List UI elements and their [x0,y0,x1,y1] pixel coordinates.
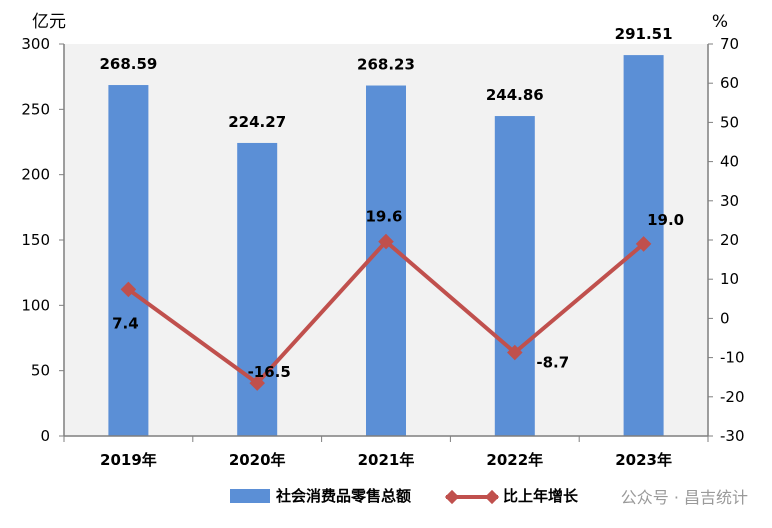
bar-value-label: 244.86 [486,86,544,104]
line-value-label: 19.6 [365,208,402,226]
bar-1 [237,142,278,437]
x-tick-label: 2020年 [229,451,286,469]
y-right-tick-label: 0 [720,309,730,327]
line-value-label: 7.4 [112,314,139,332]
bar-0 [108,85,149,437]
y-right-tick-label: 60 [720,74,739,92]
data-labels: 268.59 224.27 268.23 244.86 291.51 7.4 -16.5 19… [99,25,684,381]
line-point-2 [378,233,394,250]
x-tick-label: 2021年 [358,451,415,469]
line-value-label: -8.7 [536,354,569,372]
y-left-tick-label: 50 [31,362,50,380]
legend: 社会消费品零售总额 比上年增长 [230,487,579,505]
bar-value-label: 268.59 [99,55,157,73]
bar-3 [494,116,535,437]
legend-label-bar: 社会消费品零售总额 [275,487,411,505]
legend-swatch-bar [230,489,270,503]
bar-value-label: 268.23 [357,56,415,74]
legend-marker [444,489,460,505]
bar-2 [366,85,406,436]
y-left-unit-label: 亿元 [32,12,66,32]
axes: 0 50 100 150 200 250 300 -30 -20 -10 0 10 20 30 40 50 60… [21,12,744,469]
y-right-tick-label: 30 [720,192,739,210]
bar-value-label: 224.27 [228,113,286,131]
y-left-tick-label: 150 [21,231,50,249]
y-left-tick-label: 200 [21,166,50,184]
bar-value-label: 291.51 [615,25,673,43]
y-right-tick-label: -30 [720,427,745,445]
y-right-tick-label: 20 [720,231,739,249]
line-point-4 [635,236,652,252]
y-left-tick-label: 250 [21,100,50,118]
y-left-tick-label: 100 [21,296,50,314]
watermark-text: 公众号 · 昌吉统计 [621,488,748,507]
y-right-tick-label: 50 [720,113,739,131]
line-series [120,233,652,391]
legend-marker [484,489,500,505]
y-right-tick-label: 10 [720,270,739,288]
y-right-tick-label: -20 [720,388,745,406]
x-tick-label: 2019年 [100,451,157,469]
line-value-label: -16.5 [248,363,291,381]
y-left-tick-label: 0 [40,427,50,445]
line-value-label: 19.0 [647,211,684,229]
x-tick-label: 2023年 [615,451,672,469]
line-point-1 [249,375,265,391]
y-left-tick-label: 300 [21,35,50,53]
y-right-tick-label: 70 [720,35,739,53]
y-right-unit-label: % [712,12,728,32]
x-tick-label: 2022年 [486,451,543,469]
y-right-tick-label: -10 [720,349,745,367]
legend-label-line: 比上年增长 [503,487,579,505]
y-right-tick-label: 40 [720,153,739,171]
